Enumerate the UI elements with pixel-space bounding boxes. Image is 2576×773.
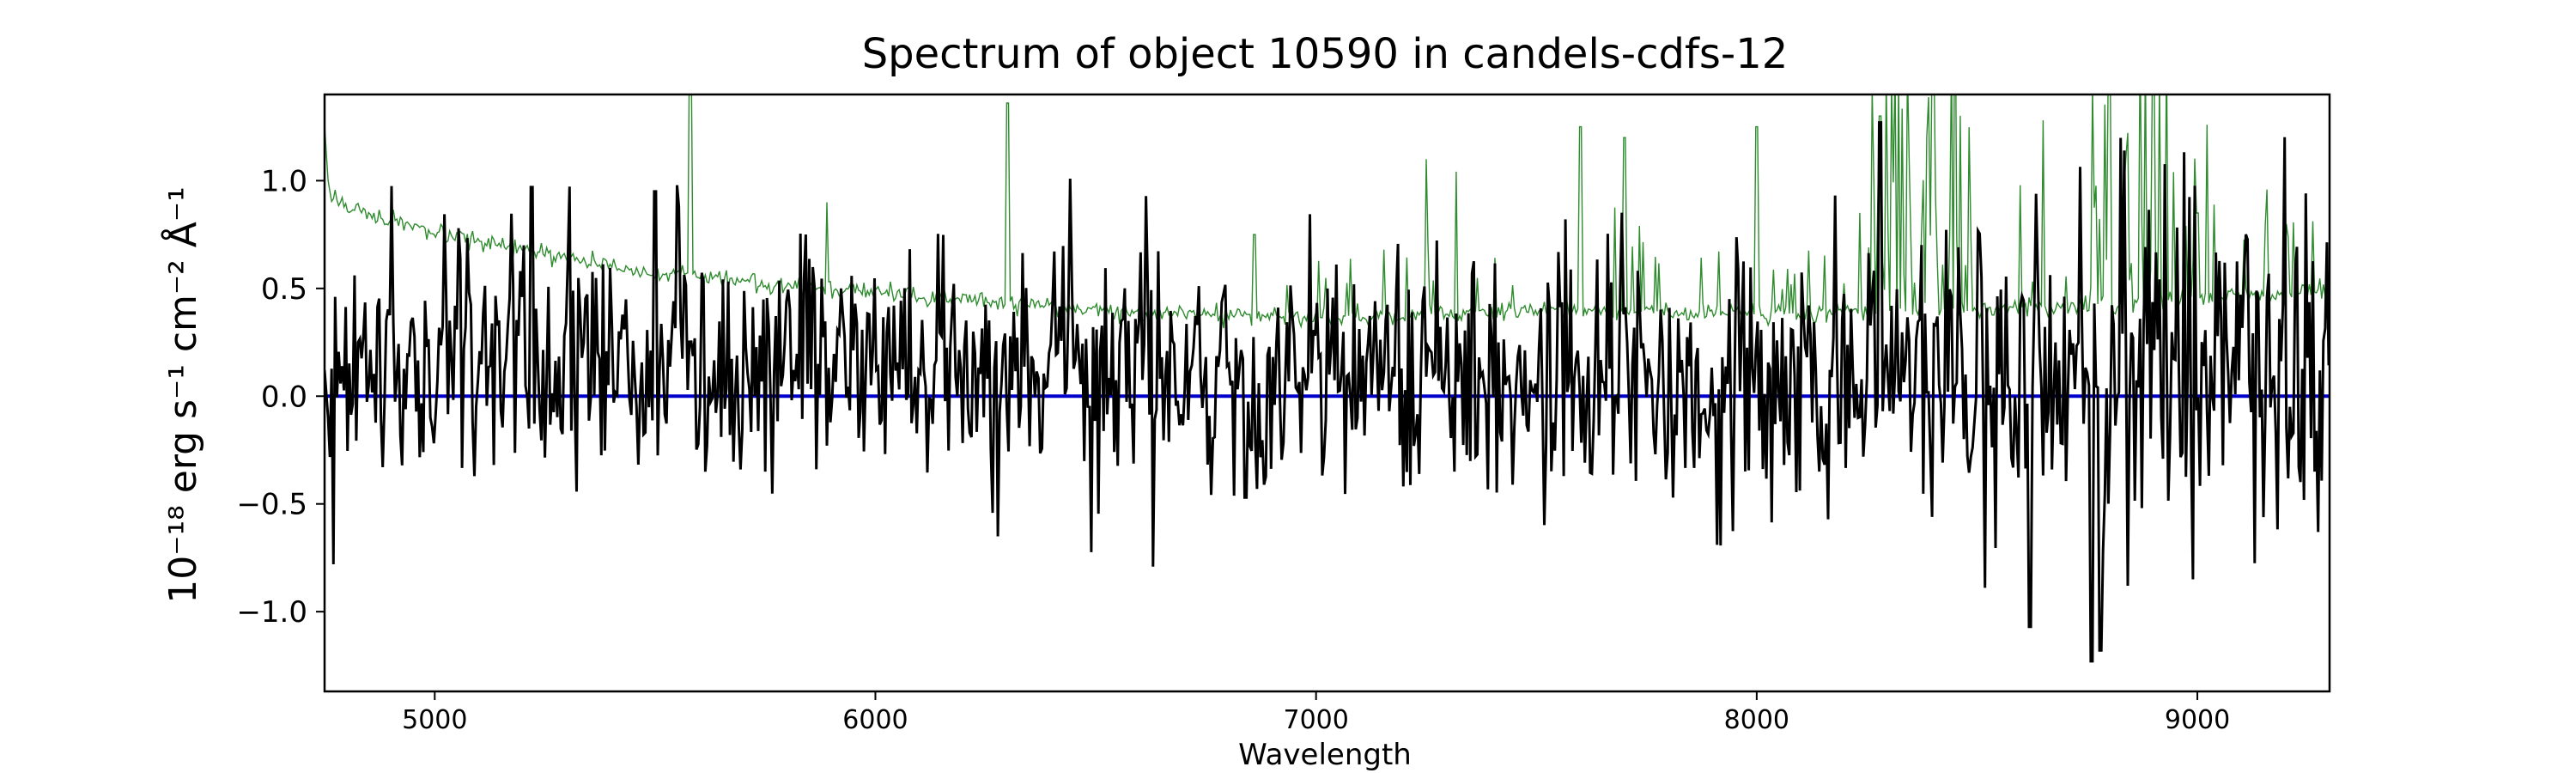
x-tick-label: 7000 <box>1283 705 1348 735</box>
x-tick-label: 6000 <box>842 705 908 735</box>
y-tick-label: 0.5 <box>261 272 307 307</box>
y-tick-label: −1.0 <box>236 595 307 630</box>
plot-area <box>325 94 2330 663</box>
y-tick-label: 1.0 <box>261 164 307 198</box>
y-tick-label: 0.0 <box>261 380 307 414</box>
flux-spectrum-line <box>325 121 2330 663</box>
plot-frame <box>323 93 2331 693</box>
x-axis-label: Wavelength <box>1238 738 1412 772</box>
x-tick-label: 9000 <box>2165 705 2230 735</box>
x-tick-label: 8000 <box>1724 705 1789 735</box>
y-axis-label-text: 10⁻¹⁸ erg s⁻¹ cm⁻² Å⁻¹ <box>160 186 205 603</box>
axis-ticks: 5000 6000 7000 8000 9000 1.0 0.5 0.0 −0.5 −1.0 <box>236 164 2230 735</box>
x-tick-label: 5000 <box>402 705 467 735</box>
chart-title: Spectrum of object 10590 in candels-cdfs… <box>862 30 1789 78</box>
y-tick-label: −0.5 <box>236 488 307 522</box>
y-axis-label: 10⁻¹⁸ erg s⁻¹ cm⁻² Å⁻¹ <box>160 186 205 603</box>
